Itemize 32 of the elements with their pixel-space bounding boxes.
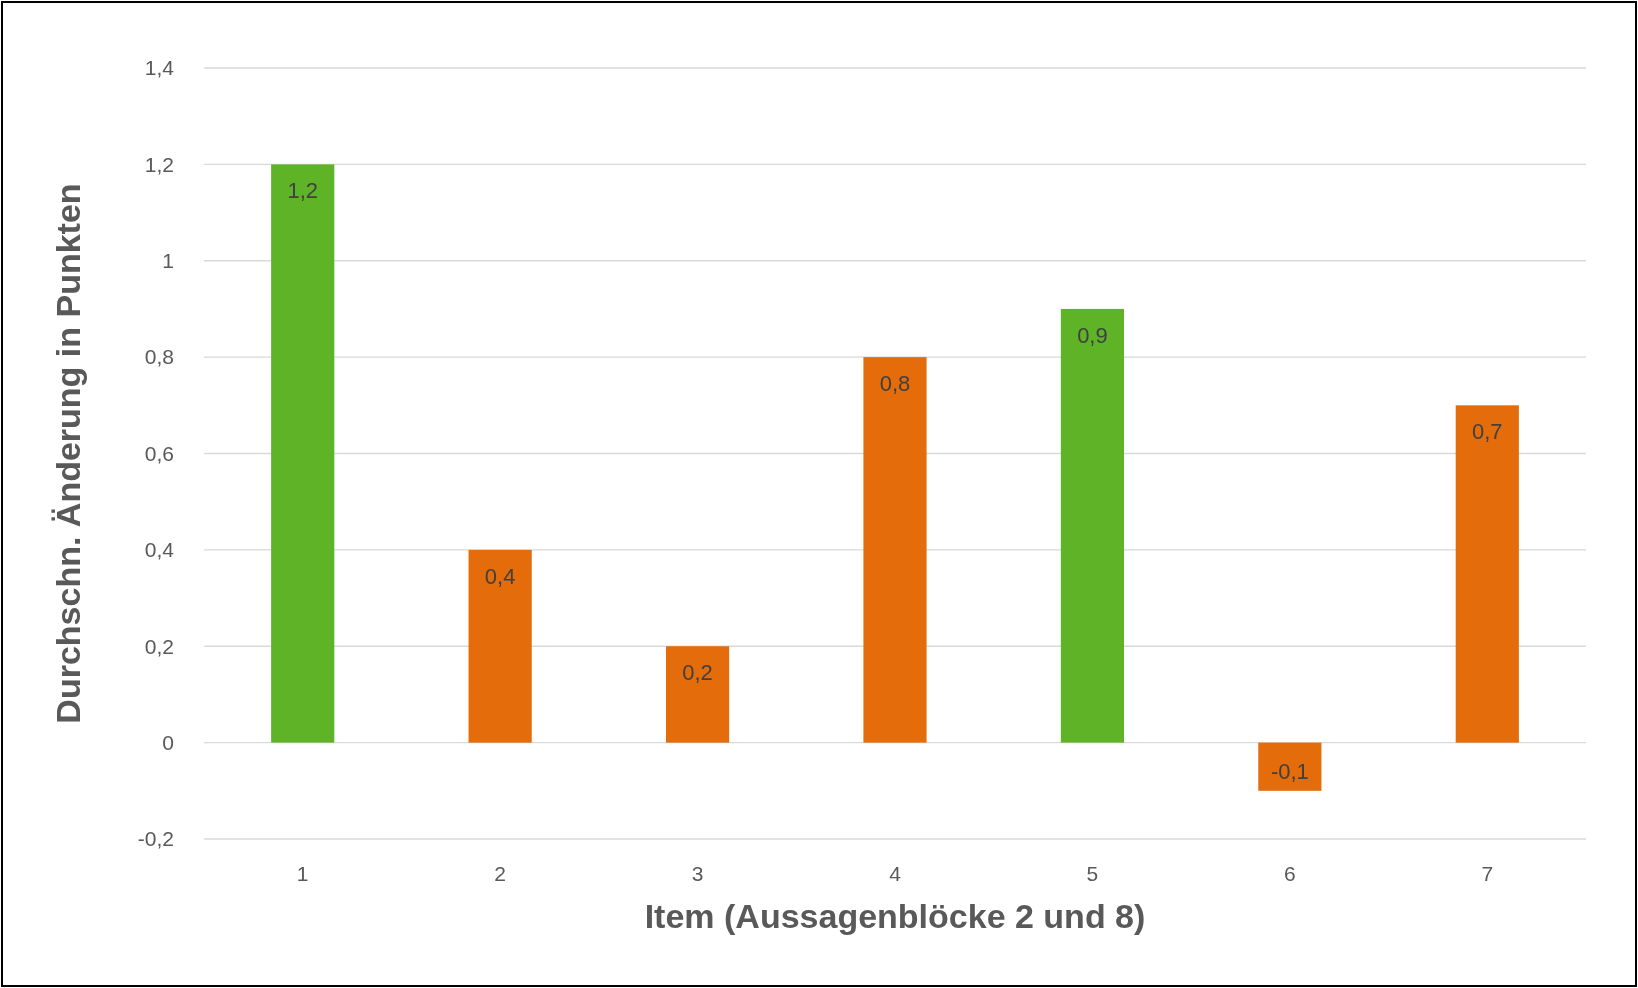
y-tick-label: 1,4: [144, 56, 175, 80]
x-tick-label: 1: [296, 862, 309, 885]
bar: [468, 549, 532, 743]
y-tick-label: 1: [162, 249, 174, 273]
data-label: 1,2: [287, 178, 319, 204]
y-tick-label: 0,2: [144, 634, 174, 658]
data-label: 0,2: [682, 660, 713, 686]
bar: [271, 164, 335, 743]
y-tick-label: 1,2: [144, 152, 174, 176]
y-tick-label: 0,6: [144, 441, 174, 465]
data-label: 0,8: [879, 371, 911, 397]
y-tick-label: 0: [162, 730, 174, 754]
data-label: -0,1: [1270, 758, 1309, 784]
bar: [863, 357, 927, 743]
data-label: 0,9: [1077, 322, 1108, 348]
y-axis-title: Durchschn. Änderung in Punkten: [49, 183, 87, 724]
x-tick-label: 5: [1086, 862, 1099, 885]
bar: [1258, 742, 1322, 791]
data-label: 0,7: [1471, 419, 1503, 445]
y-tick-label: 0,4: [144, 538, 175, 562]
x-axis-title: Item (Aussagenblöcke 2 und 8): [644, 897, 1146, 935]
x-tick-label: 3: [691, 862, 704, 885]
x-tick-label: 2: [494, 862, 506, 885]
x-tick-label: 7: [1481, 862, 1494, 885]
bar: [1060, 308, 1125, 743]
y-tick-label: 0,8: [144, 345, 174, 369]
bar: [1455, 405, 1519, 743]
x-tick-label: 4: [889, 862, 902, 885]
bar: [665, 646, 730, 743]
y-tick-label: -0,2: [137, 827, 174, 851]
data-label: 0,4: [484, 563, 516, 589]
x-tick-label: 6: [1284, 862, 1296, 885]
